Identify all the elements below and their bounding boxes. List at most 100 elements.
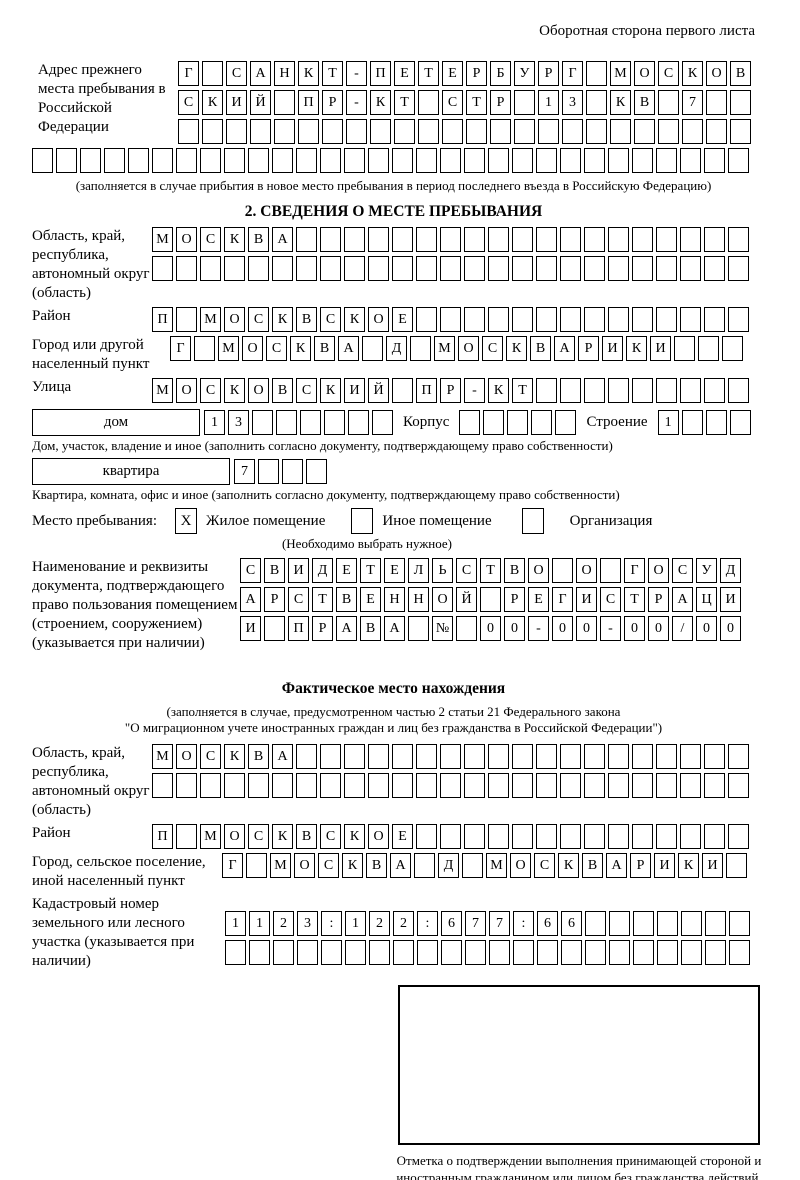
char-cell[interactable]: О	[242, 336, 263, 361]
char-cell[interactable]	[584, 148, 605, 173]
zhiloe-checkbox[interactable]: X	[175, 508, 197, 534]
char-cell[interactable]: В	[248, 744, 269, 769]
char-cell[interactable]: В	[360, 616, 381, 641]
char-cell[interactable]: О	[224, 824, 245, 849]
char-cell[interactable]: Д	[386, 336, 407, 361]
char-cell[interactable]	[488, 744, 509, 769]
char-cell[interactable]	[706, 90, 727, 115]
char-cell[interactable]: В	[582, 853, 603, 878]
char-cell[interactable]	[152, 256, 173, 281]
char-cell[interactable]	[555, 410, 577, 435]
char-cell[interactable]	[488, 256, 509, 281]
char-cell[interactable]: 0	[576, 616, 597, 641]
char-cell[interactable]	[440, 256, 461, 281]
char-cell[interactable]: Е	[442, 61, 463, 86]
char-cell[interactable]	[488, 824, 509, 849]
char-cell[interactable]: С	[320, 307, 341, 332]
char-cell[interactable]	[705, 410, 727, 435]
char-cell[interactable]: 0	[648, 616, 669, 641]
char-cell[interactable]: В	[366, 853, 387, 878]
char-cell[interactable]: С	[288, 587, 309, 612]
inoe-checkbox[interactable]	[351, 508, 374, 534]
char-cell[interactable]	[656, 307, 677, 332]
char-cell[interactable]	[705, 940, 726, 965]
char-cell[interactable]	[480, 587, 501, 612]
char-cell[interactable]	[300, 410, 321, 435]
char-cell[interactable]: 1	[657, 410, 679, 435]
char-cell[interactable]	[729, 911, 750, 936]
char-cell[interactable]: 1	[538, 90, 559, 115]
char-cell[interactable]	[560, 378, 581, 403]
char-cell[interactable]	[368, 227, 389, 252]
char-cell[interactable]: С	[482, 336, 503, 361]
char-cell[interactable]	[728, 824, 749, 849]
char-cell[interactable]	[176, 256, 197, 281]
char-cell[interactable]	[586, 119, 607, 144]
char-cell[interactable]	[728, 256, 749, 281]
char-cell[interactable]: И	[720, 587, 741, 612]
char-cell[interactable]	[730, 90, 751, 115]
char-cell[interactable]	[704, 148, 725, 173]
char-cell[interactable]: -	[464, 378, 485, 403]
char-cell[interactable]	[584, 378, 605, 403]
char-cell[interactable]	[681, 940, 702, 965]
char-cell[interactable]: А	[240, 587, 261, 612]
char-cell[interactable]	[320, 148, 341, 173]
organizatsiya-checkbox[interactable]	[521, 508, 544, 534]
char-cell[interactable]	[633, 911, 654, 936]
char-cell[interactable]	[368, 744, 389, 769]
char-cell[interactable]: М	[152, 227, 173, 252]
char-cell[interactable]: О	[528, 558, 549, 583]
char-cell[interactable]: С	[534, 853, 555, 878]
char-cell[interactable]	[632, 773, 653, 798]
char-cell[interactable]: С	[266, 336, 287, 361]
char-cell[interactable]	[512, 824, 533, 849]
char-cell[interactable]	[417, 940, 438, 965]
char-cell[interactable]	[252, 410, 273, 435]
char-cell[interactable]	[680, 378, 701, 403]
char-cell[interactable]: Г	[178, 61, 199, 86]
char-cell[interactable]: Р	[578, 336, 599, 361]
char-cell[interactable]: П	[152, 824, 173, 849]
char-cell[interactable]	[464, 307, 485, 332]
char-cell[interactable]	[362, 336, 383, 361]
char-cell[interactable]: А	[606, 853, 627, 878]
char-cell[interactable]: Р	[648, 587, 669, 612]
char-cell[interactable]: 6	[537, 911, 558, 936]
char-cell[interactable]: С	[178, 90, 199, 115]
char-cell[interactable]	[632, 824, 653, 849]
char-cell[interactable]	[658, 119, 679, 144]
char-cell[interactable]	[657, 940, 678, 965]
char-cell[interactable]: -	[346, 61, 367, 86]
char-cell[interactable]: Л	[408, 558, 429, 583]
char-cell[interactable]: К	[370, 90, 391, 115]
char-cell[interactable]: С	[200, 227, 221, 252]
char-cell[interactable]: В	[730, 61, 751, 86]
char-cell[interactable]	[248, 773, 269, 798]
char-cell[interactable]	[536, 227, 557, 252]
char-cell[interactable]: 7	[234, 459, 255, 484]
char-cell[interactable]	[536, 378, 557, 403]
char-cell[interactable]	[704, 256, 725, 281]
char-cell[interactable]	[560, 744, 581, 769]
char-cell[interactable]	[728, 378, 749, 403]
char-cell[interactable]	[346, 119, 367, 144]
char-cell[interactable]	[297, 940, 318, 965]
char-cell[interactable]	[410, 336, 431, 361]
char-cell[interactable]: К	[344, 824, 365, 849]
char-cell[interactable]	[656, 824, 677, 849]
char-cell[interactable]	[704, 227, 725, 252]
char-cell[interactable]: К	[290, 336, 311, 361]
char-cell[interactable]	[704, 307, 725, 332]
char-cell[interactable]: К	[272, 307, 293, 332]
char-cell[interactable]	[560, 227, 581, 252]
char-cell[interactable]	[531, 410, 553, 435]
char-cell[interactable]: 0	[480, 616, 501, 641]
char-cell[interactable]	[609, 940, 630, 965]
char-cell[interactable]: Т	[624, 587, 645, 612]
char-cell[interactable]	[394, 119, 415, 144]
char-cell[interactable]: П	[370, 61, 391, 86]
char-cell[interactable]	[441, 940, 462, 965]
char-cell[interactable]: П	[288, 616, 309, 641]
char-cell[interactable]	[489, 940, 510, 965]
